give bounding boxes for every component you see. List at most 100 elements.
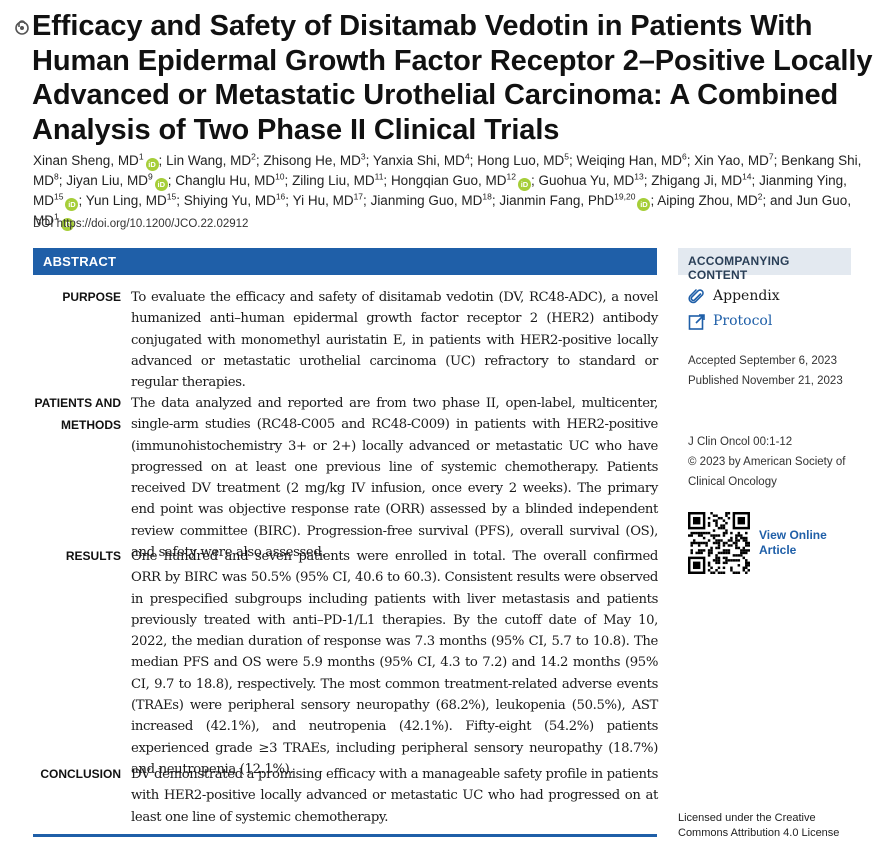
section-label: RESULTS: [65, 549, 121, 563]
author-affiliation: 12: [506, 171, 516, 182]
author-affiliation: 2: [251, 151, 256, 162]
author-affiliation: 8: [54, 171, 59, 182]
copyright-notice: © 2023 by American Society of Clinical O…: [688, 456, 846, 488]
abstract-heading: ABSTRACT: [33, 248, 657, 275]
author-entry: Hong Luo, MD5: [477, 151, 569, 168]
author-name: Shiying Yu, MD: [183, 193, 276, 208]
author-entry: Jiyan Liu, MD9iD: [66, 171, 168, 191]
author-entry: Hongqian Guo, MD12iD: [390, 171, 531, 191]
author-conjunction: and: [770, 193, 797, 208]
author-affiliation: 9: [148, 171, 153, 182]
author-affiliation: 6: [682, 151, 687, 162]
author-affiliation: 4: [464, 151, 470, 162]
author-affiliation: 15: [166, 191, 177, 202]
section-label: CONCLUSION: [40, 767, 121, 781]
author-entry: and Jun Guo, MD1iD: [33, 193, 852, 231]
appendix-link-label[interactable]: Appendix: [713, 288, 780, 304]
journal-citation: J Clin Oncol 00:1-12: [688, 436, 793, 448]
section-text: DV demonstrated a promising efficacy wit…: [131, 767, 658, 825]
author-name: Yanxia Shi, MD: [372, 153, 465, 168]
author-name: Xinan Sheng, MD: [33, 153, 139, 168]
author-name: Aiping Zhou, MD: [657, 193, 758, 208]
protocol-link-label[interactable]: Protocol: [713, 313, 773, 329]
author-affiliation: 5: [564, 151, 569, 162]
orcid-icon[interactable]: iD: [154, 178, 168, 191]
paperclip-icon: [688, 289, 704, 304]
abstract-bottom-rule: [33, 834, 657, 837]
author-name: Jianming Ying, MD: [33, 173, 847, 208]
accompanying-content-heading: ACCOMPANYING CONTENT: [678, 248, 851, 282]
author-affiliation: 2: [757, 191, 763, 202]
author-entry: Yanxia Shi, MD4: [372, 151, 470, 168]
author-affiliation: 18: [482, 191, 492, 202]
article-title: Efficacy and Safety of Disitamab Vedotin…: [32, 10, 873, 146]
author-entry: Changlu Hu, MD10: [175, 171, 285, 188]
author-entry: Zhisong He, MD3: [263, 151, 366, 168]
author-name: Yi Hu, MD: [292, 193, 354, 208]
section-text: To evaluate the efficacy and safety of d…: [131, 290, 658, 391]
accompanying-content-label: ACCOMPANYING CONTENT: [688, 254, 790, 282]
author-entry: Zhigang Ji, MD14: [651, 171, 752, 188]
external-link-icon: [688, 314, 705, 330]
section-text: The data analyzed and reported are from …: [131, 396, 658, 561]
author-affiliation: 19,20: [614, 191, 636, 202]
published-date: Published November 21, 2023: [688, 375, 843, 387]
author-name: Changlu Hu, MD: [175, 173, 276, 188]
orcid-icon[interactable]: iD: [517, 178, 531, 191]
author-entry: Xinan Sheng, MD1iD: [33, 151, 159, 171]
author-entry: Yun Ling, MD15: [85, 191, 177, 208]
author-name: Hong Luo, MD: [477, 153, 565, 168]
author-name: Weiqing Han, MD: [576, 153, 683, 168]
author-affiliation: 11: [374, 171, 384, 182]
author-name: Benkang Shi, MD: [33, 153, 862, 188]
author-entry: Shiying Yu, MD16: [183, 191, 286, 208]
author-affiliation: 17: [353, 191, 364, 202]
doi-link[interactable]: DOI https://doi.org/10.1200/JCO.22.02912: [33, 218, 249, 230]
author-name: Xin Yao, MD: [694, 153, 769, 168]
author-name: Guohua Yu, MD: [538, 173, 635, 188]
author-affiliation: 13: [634, 171, 644, 182]
author-entry: Lin Wang, MD2: [166, 151, 256, 168]
author-affiliation: 7: [768, 151, 774, 162]
view-online-link[interactable]: View Online Article: [759, 528, 827, 557]
author-name: Jianming Guo, MD: [370, 193, 483, 208]
section-label: PATIENTS AND METHODS: [34, 396, 121, 432]
author-entry: Yi Hu, MD17: [292, 191, 364, 208]
author-entry: Ziling Liu, MD11: [292, 171, 384, 188]
license-notice: Licensed under the Creative Commons Attr…: [678, 812, 840, 839]
orcid-icon[interactable]: iD: [60, 218, 74, 231]
author-entry: Benkang Shi, MD8: [33, 153, 861, 188]
section-label: PURPOSE: [62, 290, 121, 304]
section-text: One hundred and seven patients were enro…: [131, 549, 658, 777]
author-affiliation: 3: [360, 151, 366, 162]
author-entry: Jianming Guo, MD18: [370, 191, 492, 208]
author-entry: Jianmin Fang, PhD19,20iD: [499, 191, 651, 211]
author-affiliation: 16: [275, 191, 286, 202]
author-name: Zhisong He, MD: [263, 153, 361, 168]
author-affiliation: 1: [54, 211, 59, 222]
author-name: Yun Ling, MD: [85, 193, 167, 208]
author-affiliation: 15: [54, 191, 64, 202]
author-list: Xinan Sheng, MD1iD; Lin Wang, MD2; Zhiso…: [33, 151, 862, 231]
author-affiliation: 10: [275, 171, 285, 182]
author-name: Hongqian Guo, MD: [390, 173, 507, 188]
author-name: Jiyan Liu, MD: [66, 173, 149, 188]
orcid-icon[interactable]: iD: [145, 158, 159, 171]
accepted-date: Accepted September 6, 2023: [688, 355, 837, 367]
open-access-icon: [15, 20, 29, 35]
author-entry: Xin Yao, MD7: [694, 151, 774, 168]
author-affiliation: 14: [742, 171, 752, 182]
author-name: Jianmin Fang, PhD: [499, 193, 615, 208]
qr-code-icon[interactable]: [688, 512, 750, 574]
author-entry: Weiqing Han, MD6: [576, 151, 687, 168]
author-name: Ziling Liu, MD: [292, 173, 375, 188]
orcid-icon[interactable]: iD: [65, 198, 79, 211]
author-entry: Guohua Yu, MD13: [538, 171, 644, 188]
author-entry: Jianming Ying, MD15iD: [33, 173, 847, 211]
author-affiliation: 1: [138, 151, 144, 162]
author-entry: Aiping Zhou, MD2: [657, 191, 763, 208]
orcid-icon[interactable]: iD: [637, 198, 651, 211]
abstract-heading-label: ABSTRACT: [43, 254, 117, 269]
author-name: Jun Guo, MD: [33, 193, 852, 228]
author-name: Zhigang Ji, MD: [651, 173, 743, 188]
